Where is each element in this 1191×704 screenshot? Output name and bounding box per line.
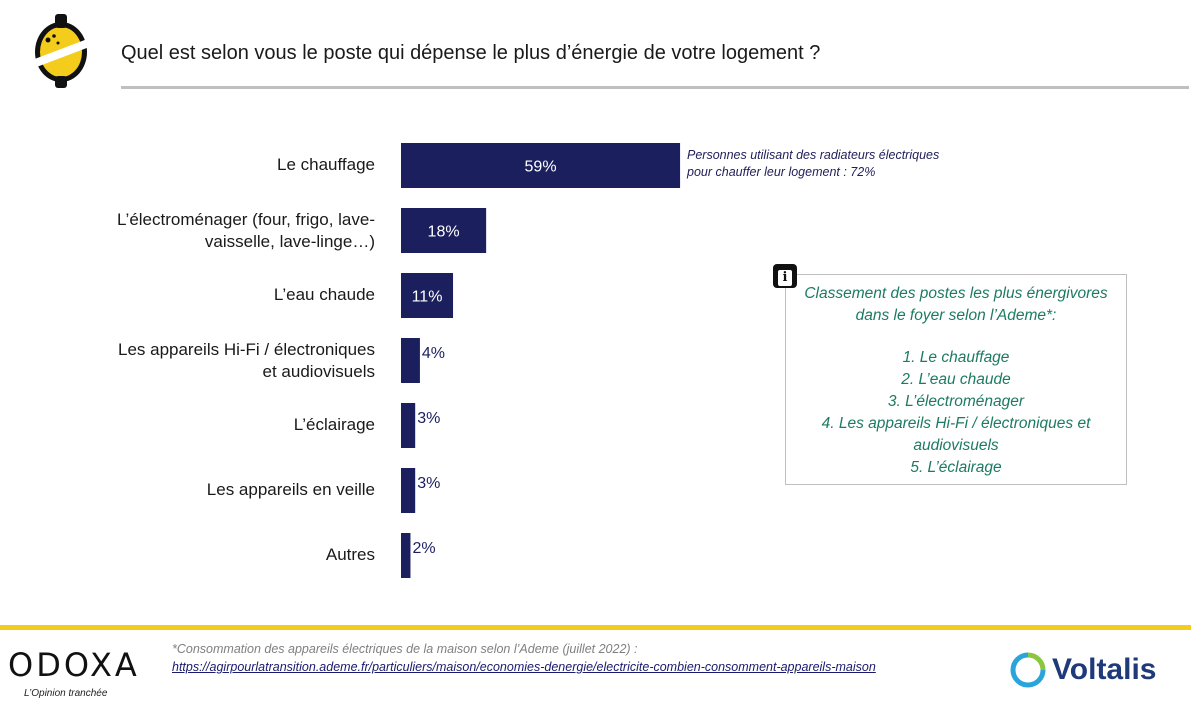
info-item-2: 2. L’eau chaude (901, 371, 1011, 388)
bar-6 (401, 533, 411, 578)
footnote: *Consommation des appareils électriques … (172, 640, 876, 676)
category-label-line: vaisselle, lave-linge…) (204, 231, 375, 251)
category-label-6: Autres (45, 544, 375, 566)
page-title: Quel est selon vous le poste qui dépense… (121, 42, 821, 64)
ademe-ranking-box (785, 274, 1127, 485)
info-item-5: 5. L’éclairage (910, 459, 1002, 476)
bar-value-label-1: 18% (428, 224, 460, 241)
category-label-1: L’électroménager (four, frigo, lave-vais… (45, 209, 375, 253)
info-heading-line2: dans le foyer selon l’Ademe*: (855, 307, 1057, 324)
category-label-line: et audiovisuels (262, 361, 375, 381)
bar-value-label-5: 3% (417, 475, 440, 492)
radiateurs-note: Personnes utilisant des radiateurs élect… (687, 147, 939, 181)
info-heading-line1: Classement des postes les plus énergivor… (804, 285, 1108, 302)
bar-value-label-2: 11% (412, 289, 443, 306)
category-label-3: Les appareils Hi-Fi / électroniques et au… (45, 339, 375, 383)
info-item-1: 1. Le chauffage (902, 349, 1010, 366)
category-label-line: Les appareils en veille (206, 479, 375, 499)
category-label-line: L’éclairage (293, 414, 375, 434)
voltalis-logo: Voltalis (1010, 650, 1156, 690)
odoxa-tagline: L’Opinion tranchée (24, 688, 108, 699)
info-item-4-line1: 4. Les appareils Hi-Fi / électroniques e… (821, 415, 1091, 432)
bar-2 (401, 273, 454, 318)
category-label-4: L’éclairage (45, 414, 375, 436)
title-divider (121, 86, 1189, 89)
bar-1 (401, 208, 487, 253)
footnote-text: *Consommation des appareils électriques … (172, 642, 638, 656)
category-label-2: L’eau chaude (45, 284, 375, 306)
voltalis-wordmark: Voltalis (1052, 653, 1157, 686)
bar-3 (401, 338, 420, 383)
category-label-line: L’électroménager (four, frigo, lave- (117, 209, 375, 229)
bar-4 (401, 403, 416, 448)
odoxa-logo: ODOXA (8, 646, 140, 684)
bar-chart: 59% 18% 11% 4% 3% 3% 2% (401, 143, 681, 578)
bar-value-label-6: 2% (412, 540, 435, 557)
category-label-line: Autres (325, 544, 375, 564)
bar-0 (401, 143, 681, 188)
category-label-0: Le chauffage (45, 154, 375, 176)
voltalis-emblem-icon (1010, 652, 1046, 688)
bar-5 (401, 468, 416, 513)
info-item-4-line2: audiovisuels (913, 437, 999, 454)
category-label-line: Le chauffage (277, 154, 375, 174)
footer-divider (0, 625, 1191, 630)
info-item-3: 3. L’électroménager (887, 393, 1025, 410)
odoxa-emblem-logo (32, 14, 92, 88)
radiateurs-note-line2: pour chauffer leur logement : 72% (687, 165, 876, 179)
footnote-link[interactable]: https://agirpourlatransition.ademe.fr/pa… (172, 660, 876, 674)
radiateurs-note-line1: Personnes utilisant des radiateurs élect… (687, 148, 940, 162)
category-label-line: L’eau chaude (273, 284, 375, 304)
category-label-5: Les appareils en veille (45, 479, 375, 501)
bar-value-label-4: 3% (417, 410, 440, 427)
bar-value-label-0: 59% (525, 159, 557, 176)
info-icon: i (773, 264, 797, 288)
category-label-line: Les appareils Hi-Fi / électroniques (117, 339, 375, 359)
bar-value-label-3: 4% (422, 345, 445, 362)
